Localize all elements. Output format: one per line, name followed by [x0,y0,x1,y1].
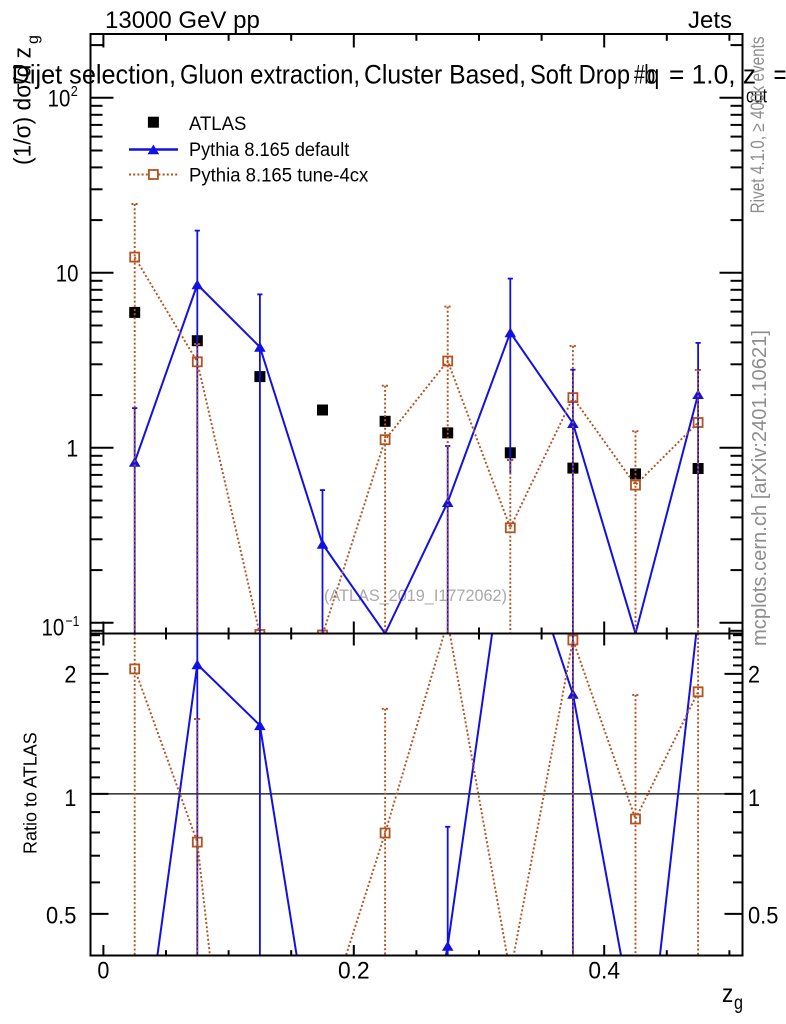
svg-text:Rivet 4.1.0, ≥ 400k events: Rivet 4.1.0, ≥ 400k events [748,36,769,213]
svg-text:= 1.0, z: = 1.0, z [669,60,756,90]
svg-text:0.5: 0.5 [748,903,778,930]
svg-text:0.5: 0.5 [46,903,76,930]
svg-text:10: 10 [42,615,65,642]
svg-text:2: 2 [71,83,78,100]
svg-text:10: 10 [48,85,71,112]
svg-text:(ATLAS_2019_I1772062): (ATLAS_2019_I1772062) [324,587,507,605]
svg-text:cut: cut [746,86,767,108]
svg-text:0: 0 [97,957,109,984]
svg-text:1: 1 [64,785,76,812]
svg-text:1: 1 [66,435,78,462]
svg-text:13000 GeV pp: 13000 GeV pp [105,7,260,34]
svg-text:g: g [25,35,42,44]
svg-text:Cluster Based,: Cluster Based, [364,60,526,90]
svg-text:0.2: 0.2 [338,957,370,984]
svg-text:1: 1 [748,785,760,812]
svg-text:Pythia 8.165 default: Pythia 8.165 default [189,140,350,161]
svg-text:10: 10 [56,260,79,287]
svg-text:2: 2 [748,662,760,689]
svg-text:Pythia 8.165 tune-4cx: Pythia 8.165 tune-4cx [189,165,369,186]
svg-text:g: g [734,993,743,1014]
svg-text:(1/σ) dσ/d z: (1/σ) dσ/d z [10,47,37,165]
svg-text:Gluon extraction,: Gluon extraction, [180,60,360,90]
svg-text:Jets: Jets [688,7,732,34]
svg-text:2: 2 [64,662,76,689]
svg-text:−1: −1 [66,613,80,630]
svg-text:Soft Drop: Soft Drop [530,60,630,90]
svg-text:b: b [644,60,655,90]
svg-text:Dijet selection,: Dijet selection, [12,60,176,90]
svg-text:ATLAS: ATLAS [189,114,246,135]
svg-text:z: z [722,978,733,1008]
svg-text:0.4: 0.4 [588,957,620,984]
svg-text:#: # [634,60,645,90]
svg-text:q: q [647,60,659,90]
svg-text:mcplots.cern.ch [arXiv:2401.10: mcplots.cern.ch [arXiv:2401.10621] [749,330,771,646]
svg-text:=: = [774,60,786,90]
svg-text:Ratio to ATLAS: Ratio to ATLAS [21,732,41,854]
